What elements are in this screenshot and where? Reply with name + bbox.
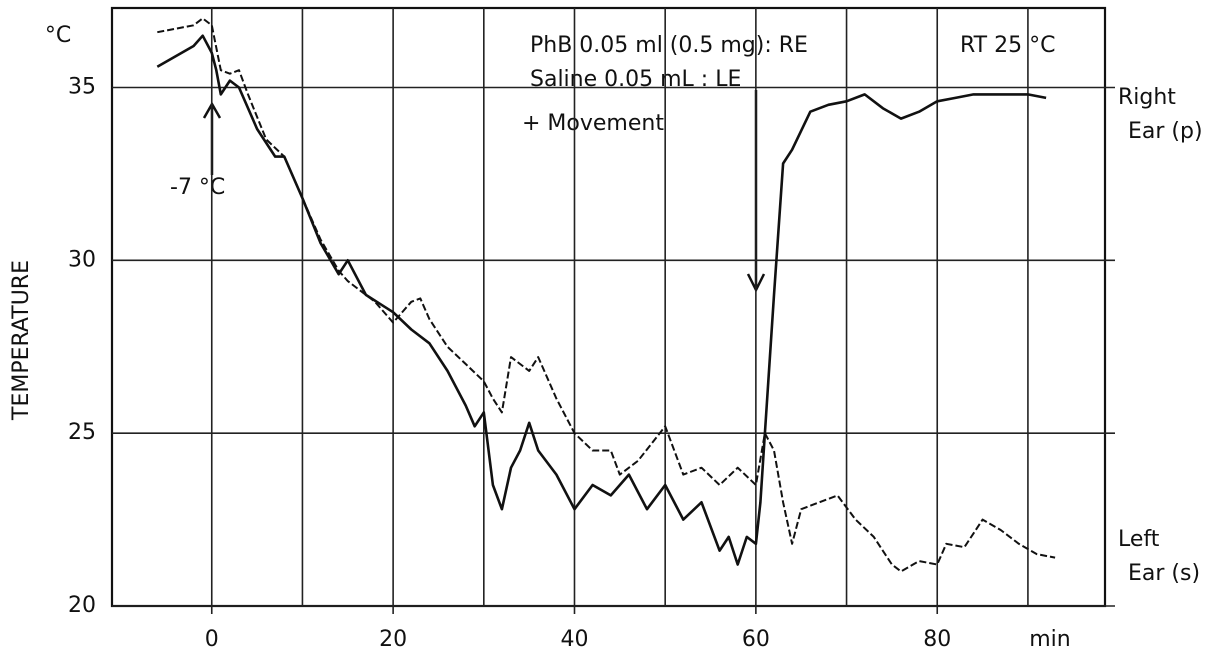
y-tick-label: 20 — [68, 593, 96, 618]
y-unit: °C — [45, 23, 71, 48]
annotation: RT 25 °C — [960, 33, 1055, 58]
legend-label: Right Ear (p) — [1118, 85, 1203, 144]
series-line — [157, 17, 1056, 573]
x-axis-label: min — [1029, 627, 1071, 652]
x-tick-label: 40 — [560, 627, 588, 652]
annotation: + Movement — [522, 111, 664, 136]
legend-label: Left Ear (s) — [1118, 527, 1200, 586]
annotation: PhB 0.05 ml (0.5 mg): RE — [530, 33, 808, 58]
x-tick-label: 20 — [379, 627, 407, 652]
x-tick-label: 60 — [742, 627, 770, 652]
annotation: -7 °C — [170, 175, 225, 200]
y-tick-label: 30 — [68, 247, 96, 272]
y-tick-label: 25 — [68, 420, 96, 445]
y-tick-label: 35 — [68, 75, 96, 100]
x-tick-label: 80 — [923, 627, 951, 652]
x-tick-label: 0 — [205, 627, 219, 652]
y-axis-label: TEMPERATURE — [9, 260, 34, 421]
